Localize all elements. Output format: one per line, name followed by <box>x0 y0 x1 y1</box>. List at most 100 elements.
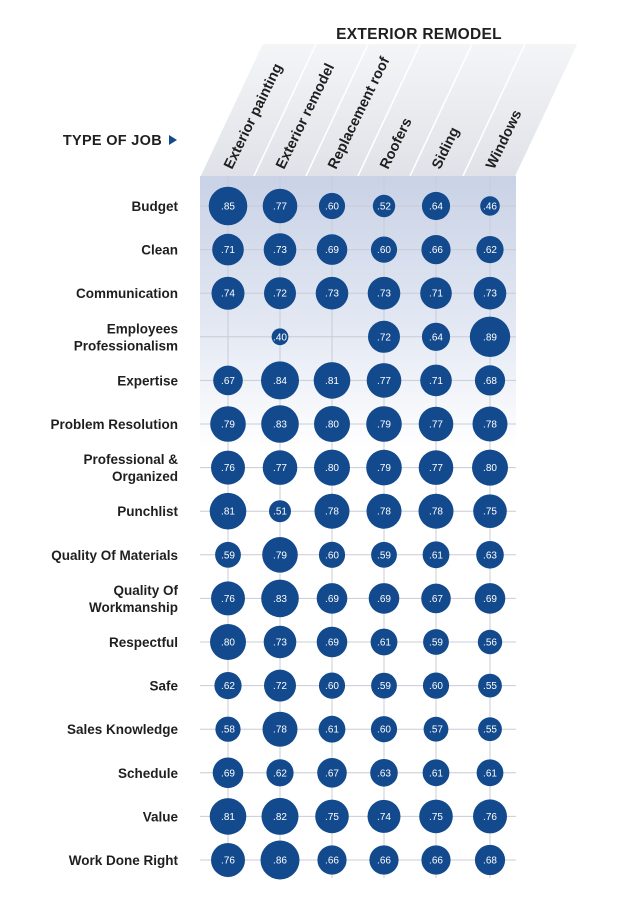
column-separator <box>253 43 317 177</box>
bubble: .73 <box>473 276 507 310</box>
bubble-value-label: .67 <box>221 376 235 387</box>
bubble-mark <box>420 364 452 397</box>
bubble-mark <box>368 320 400 353</box>
bubble: .73 <box>263 233 297 266</box>
row-label: Professionalism <box>74 338 178 353</box>
bubble-mark <box>264 277 296 310</box>
bubble-mark <box>422 672 450 699</box>
bubble: .60 <box>318 192 346 220</box>
bubble-mark <box>366 493 402 529</box>
bubble: .72 <box>264 669 296 702</box>
bubble-value-label: .64 <box>429 202 443 213</box>
bubble-mark <box>215 716 241 742</box>
row-label: Workmanship <box>89 600 178 615</box>
bubble-value-label: .61 <box>483 768 497 779</box>
bubble: .61 <box>318 715 346 743</box>
bubble-mark <box>366 449 402 486</box>
bubble-mark <box>316 583 348 614</box>
row-label: Quality Of Materials <box>51 548 178 563</box>
bubble-value-label: .80 <box>325 463 339 474</box>
row-label: Sales Knowledge <box>67 722 179 737</box>
bubble-value-label: .40 <box>273 332 287 343</box>
bubble: .66 <box>421 845 451 875</box>
bubble: .64 <box>421 191 451 221</box>
bubble-mark <box>262 450 298 485</box>
bubble: .69 <box>368 583 400 614</box>
bubble-mark <box>318 715 346 743</box>
bubble-value-label: .56 <box>483 638 497 649</box>
bubble-value-label: .60 <box>325 550 339 561</box>
bubble-value-label: .61 <box>325 725 339 736</box>
bubble-value-label: .59 <box>377 550 391 561</box>
column-separator <box>462 43 526 177</box>
bubble: .77 <box>418 450 454 485</box>
bubble: .61 <box>422 759 450 787</box>
bubble: .83 <box>261 405 299 443</box>
bubble-mark <box>271 328 289 346</box>
bubble-mark <box>212 233 244 266</box>
bubble: .77 <box>262 450 298 485</box>
bubble-mark <box>473 494 507 528</box>
bubble-value-label: .77 <box>273 202 287 213</box>
bubble-value-label: .73 <box>273 245 287 256</box>
bubble-mark <box>477 629 503 655</box>
bubble: .60 <box>422 672 450 699</box>
row-label: Clean <box>141 243 178 258</box>
bubble: .78 <box>262 711 298 747</box>
bubble-value-label: .51 <box>273 507 287 518</box>
bubble-value-label: .58 <box>221 725 235 736</box>
bubble-value-label: .59 <box>429 638 443 649</box>
bubble-value-label: .83 <box>273 420 287 431</box>
bubble: .80 <box>472 449 508 486</box>
bubble-value-label: .52 <box>377 202 391 213</box>
bubble-mark <box>423 716 449 742</box>
bubble: .77 <box>262 188 298 224</box>
row-label: Organized <box>112 469 178 484</box>
bubble-mark <box>478 717 502 742</box>
row-label: Problem Resolution <box>50 417 178 432</box>
bubble-mark <box>421 583 451 614</box>
bubble-value-label: .60 <box>325 202 339 213</box>
bubble-value-label: .63 <box>483 550 497 561</box>
bubble-mark <box>211 450 245 485</box>
bubble-mark <box>261 361 299 400</box>
bubble-value-label: .79 <box>377 463 391 474</box>
bubble-mark <box>370 236 398 263</box>
bubble: .59 <box>371 541 397 568</box>
bubble: .40 <box>271 328 289 346</box>
bubble: .75 <box>315 799 349 834</box>
bubble-value-label: .76 <box>221 856 235 867</box>
bubble-mark <box>314 449 350 486</box>
bubble-value-label: .60 <box>377 245 391 256</box>
bubble: .69 <box>212 757 244 789</box>
bubble-value-label: .80 <box>221 638 235 649</box>
bubble-mark <box>418 406 454 442</box>
bubble-value-label: .69 <box>325 245 339 256</box>
bubble: .71 <box>420 277 452 310</box>
bubble: .80 <box>314 406 350 442</box>
bubble: .78 <box>366 493 402 529</box>
bubble: .59 <box>371 672 397 699</box>
bubble-value-label: .63 <box>377 768 391 779</box>
bubble-mark <box>211 581 245 616</box>
row-label: Safe <box>149 679 178 694</box>
bubble-mark <box>315 276 349 310</box>
bubble-value-label: .68 <box>483 856 497 867</box>
bubble: .69 <box>316 583 348 614</box>
bubble-value-label: .78 <box>377 507 391 518</box>
bubble-mark <box>478 673 502 698</box>
bubble: .79 <box>366 449 402 486</box>
bubble-mark <box>476 236 504 264</box>
bubble: .84 <box>261 361 299 400</box>
bubble: .67 <box>421 583 451 614</box>
bubble-value-label: .61 <box>429 550 443 561</box>
bubble: .71 <box>212 233 244 266</box>
bubble-value-label: .61 <box>377 638 391 649</box>
bubble-mark <box>210 624 246 660</box>
bubble-value-label: .73 <box>273 638 287 649</box>
column-separator <box>305 43 369 177</box>
bubble: .61 <box>476 759 504 787</box>
bubble-value-label: .80 <box>483 463 497 474</box>
bubble-value-label: .74 <box>377 812 391 823</box>
